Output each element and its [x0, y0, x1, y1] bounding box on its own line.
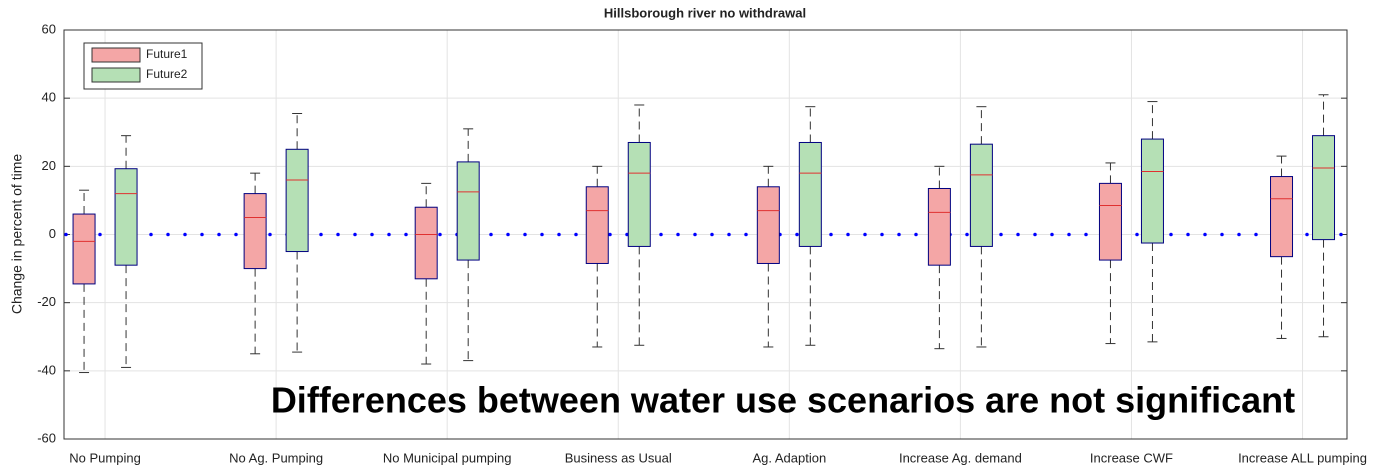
box	[72, 213, 96, 285]
y-tick-label: -60	[37, 430, 56, 445]
legend-label: Future1	[146, 47, 188, 61]
legend-swatch	[91, 47, 141, 63]
box	[927, 187, 951, 266]
annotation: Differences between water use scenarios …	[271, 380, 1295, 421]
box	[969, 143, 993, 247]
y-tick-label: 60	[42, 21, 56, 36]
y-axis-label: Change in percent of time	[9, 154, 25, 315]
box	[798, 141, 822, 247]
legend-label: Future2	[146, 67, 188, 81]
y-tick-label: 40	[42, 90, 56, 105]
x-tick-label: Increase Ag. demand	[899, 450, 1022, 465]
y-tick-label: -20	[37, 294, 56, 309]
y-tick-label: 0	[49, 226, 56, 241]
box	[456, 161, 480, 261]
x-tick-label: No Pumping	[69, 450, 141, 465]
x-tick-label: Increase ALL pumping	[1238, 450, 1367, 465]
x-tick-label: Business as Usual	[565, 450, 672, 465]
x-tick-label: No Ag. Pumping	[229, 450, 323, 465]
x-tick-label: Ag. Adaption	[752, 450, 826, 465]
box	[585, 186, 609, 264]
box	[627, 141, 651, 247]
y-tick-label: 20	[42, 158, 56, 173]
plot-frame	[63, 29, 1348, 440]
box	[414, 206, 438, 280]
box	[1098, 182, 1122, 261]
box	[1140, 138, 1164, 244]
box	[1312, 135, 1336, 241]
box	[1270, 176, 1294, 258]
x-tick-label: No Municipal pumping	[383, 450, 512, 465]
box	[114, 168, 138, 266]
x-tick-label: Increase CWF	[1090, 450, 1173, 465]
y-tick-label: -40	[37, 362, 56, 377]
box	[756, 186, 780, 264]
box	[285, 148, 309, 253]
chart-title: Hillsborough river no withdrawal	[604, 5, 806, 20]
box	[243, 193, 267, 270]
legend-swatch	[91, 67, 141, 83]
